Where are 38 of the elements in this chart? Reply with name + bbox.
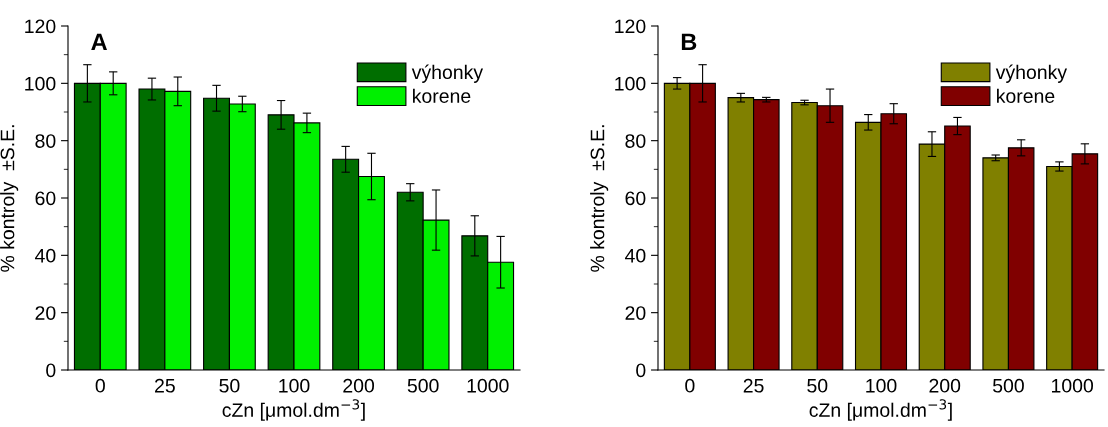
x-tick-label: 100 [279,378,310,393]
x-tick-label: 0 [95,378,105,393]
y-tick-label: 80 [625,134,646,148]
legend-label: výhonky [995,64,1068,83]
y-tick-label: 120 [25,19,56,34]
y-tick-label: 40 [35,248,56,263]
y-tick-label: 80 [35,134,56,148]
x-tick-label: 50 [219,378,240,393]
y-tick-label: 120 [615,19,646,34]
y-axis-title: % kontroly ±S.E. [0,125,19,272]
x-tick-label: 1000 [1052,378,1094,393]
legend-label: korene [413,88,471,103]
legend-label: korene [997,88,1055,103]
x-tick-label: 25 [155,378,175,393]
x-tick-label: 200 [929,378,961,393]
y-tick-label: 40 [625,248,646,263]
y-tick-label: 100 [615,76,646,91]
y-tick-label: 60 [625,191,646,206]
x-tick-label: 200 [343,378,375,393]
x-tick-label: 0 [685,378,695,393]
y-tick-label: 20 [35,306,56,320]
y-tick-label: 100 [25,76,56,91]
y-tick-label: 0 [46,363,56,378]
y-tick-label: 20 [625,306,646,320]
x-axis-title: cZn [μmol.dm$^{−3}$] [222,399,365,421]
x-tick-label: 25 [743,378,764,393]
y-axis-title: % kontroly ±S.E. [590,125,609,272]
legend-label: výhonky [411,64,484,83]
y-tick-label: 0 [636,363,646,378]
x-tick-label: 500 [407,378,439,393]
chart-title: A [91,33,108,50]
chart-title: B [681,33,697,50]
x-axis-title: cZn [μmol.dm$^{−3}$] [809,399,952,421]
y-tick-label: 60 [35,191,56,206]
x-tick-label: 50 [807,378,828,393]
x-tick-label: 100 [866,378,897,393]
x-tick-label: 1000 [467,378,509,393]
x-tick-label: 500 [992,378,1024,393]
